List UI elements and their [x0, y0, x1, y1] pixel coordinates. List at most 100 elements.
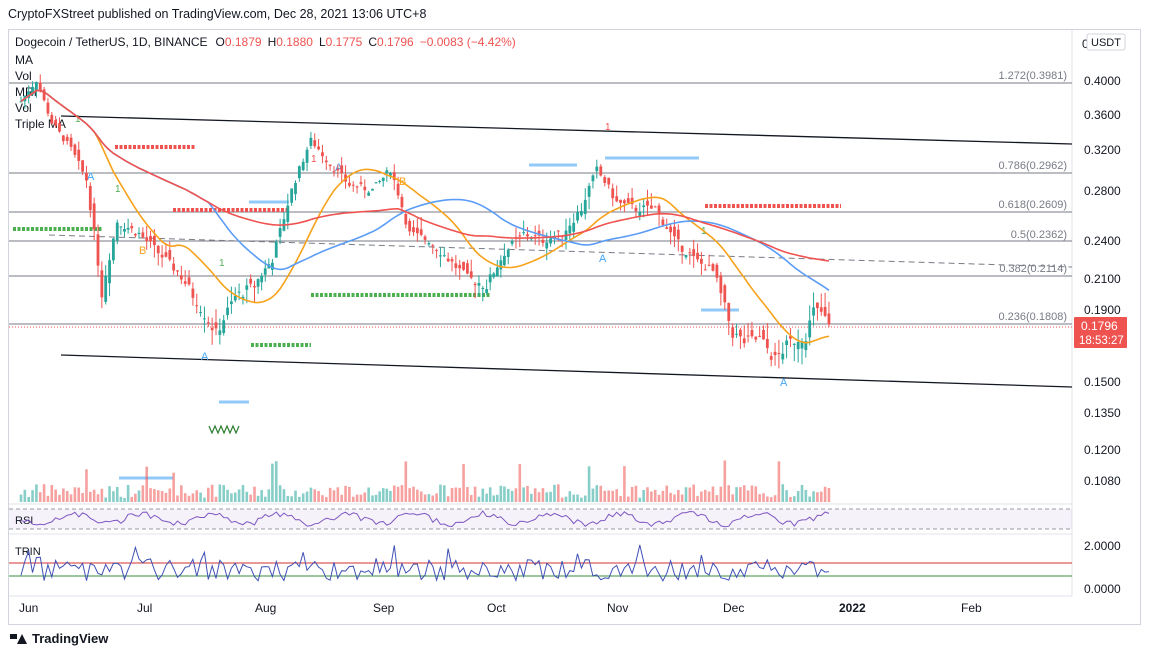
candle-body	[149, 236, 152, 242]
candle-body	[385, 170, 389, 173]
volume-bar	[290, 496, 293, 502]
volume-bar	[549, 491, 552, 502]
candle-body	[607, 177, 611, 185]
volume-bar	[816, 492, 819, 502]
candle-body	[603, 177, 607, 183]
candle-body	[305, 149, 309, 163]
candle-body	[263, 268, 267, 275]
volume-bar	[739, 487, 742, 502]
candle-body	[271, 262, 274, 270]
ma-mid-line	[20, 89, 830, 291]
candle-body	[172, 263, 176, 271]
candle-body	[363, 186, 367, 191]
volume-bar	[96, 494, 100, 502]
candle-body	[278, 228, 282, 237]
volume-bar	[696, 495, 699, 502]
volume-bar	[514, 488, 518, 502]
candle-body	[595, 166, 599, 172]
candle-body	[58, 123, 61, 132]
volume-bar	[827, 487, 831, 502]
volume-bar	[727, 485, 731, 502]
volume-bar	[762, 493, 765, 502]
volume-bar	[137, 490, 141, 502]
price-axis[interactable]: 0 0.4000 0.3600 0.3200 0.2800 0.2400 0.2…	[1082, 37, 1121, 596]
volume-bar	[541, 488, 545, 502]
currency-box[interactable]	[1086, 33, 1126, 51]
volume-bar	[233, 492, 237, 502]
volume-bar	[731, 494, 734, 502]
volume-bar	[673, 494, 676, 502]
signal-1-d: 1	[311, 154, 317, 165]
volume-bar	[715, 495, 719, 502]
legend-symbol-row: Dogecoin / TetherUS, 1D, BINANCE O0.1879 H…	[15, 35, 516, 49]
volume-bar	[241, 485, 245, 502]
volume-bar	[195, 490, 199, 502]
volume-bar	[653, 489, 657, 502]
rsi-line	[20, 510, 830, 528]
candle-body	[587, 185, 591, 197]
volume-bar	[141, 485, 145, 502]
candle-body	[634, 207, 638, 212]
chart-frame: 1.272(0.3981) 0.786(0.2962) 0.618(0.2609…	[8, 29, 1141, 625]
price-tick-0135: 0.1350	[1084, 406, 1121, 420]
candle-body	[458, 264, 462, 269]
green-zigzag-marker	[208, 424, 240, 435]
volume-bar	[793, 496, 796, 502]
tradingview-logo[interactable]: TradingView	[10, 631, 108, 646]
volume-bar	[396, 486, 400, 502]
candle-body	[526, 234, 529, 237]
candle-body	[669, 226, 672, 233]
volume-bar	[222, 485, 225, 502]
volume-bar	[69, 494, 73, 502]
time-tick-jul: Jul	[137, 601, 152, 615]
volume-bar	[85, 469, 88, 502]
candle-body	[630, 197, 634, 205]
candle-body	[374, 182, 378, 184]
price-tick-0120: 0.1200	[1084, 443, 1121, 457]
volume-bar	[812, 491, 815, 502]
volume-bar	[245, 491, 249, 502]
chart-canvas[interactable]: 1.272(0.3981) 0.786(0.2962) 0.618(0.2609…	[9, 30, 1140, 624]
candle-body	[583, 199, 587, 215]
volume-bar	[443, 485, 446, 502]
candle-body	[485, 289, 489, 293]
candle-body	[396, 183, 400, 196]
volume-bar	[742, 485, 746, 502]
legend-indicator-ma[interactable]: MA	[15, 53, 33, 67]
candle-body	[42, 89, 46, 101]
volume-bar	[477, 496, 481, 502]
candle-body	[731, 327, 735, 338]
legend-h: 0.1880	[276, 35, 313, 49]
volume-bar	[746, 490, 750, 502]
volume-bar	[305, 491, 309, 502]
legend-indicator-vol-2[interactable]: Vol	[15, 101, 32, 115]
candle-body	[392, 172, 396, 181]
volume-bar	[42, 484, 46, 502]
volume-bar	[58, 494, 61, 502]
candle-body	[230, 301, 233, 305]
volume-bar	[325, 497, 328, 502]
volume-bar	[754, 486, 758, 502]
candle-body	[719, 275, 723, 294]
candle-body	[750, 330, 754, 337]
volume-bar	[119, 496, 123, 502]
candle-body	[400, 196, 404, 208]
tradingview-icon	[10, 633, 27, 644]
volume-bar	[363, 492, 367, 502]
price-tick-0240: 0.2400	[1084, 234, 1121, 248]
time-axis[interactable]: Jun Jul Aug Sep Oct Nov Dec 2022 Feb	[19, 601, 982, 615]
volume-bar	[218, 484, 222, 502]
volume-bar	[533, 488, 537, 502]
volume-bar	[615, 489, 618, 502]
price-tick-0280: 0.2800	[1084, 184, 1121, 198]
candle-body	[371, 188, 374, 191]
candle-body	[754, 336, 758, 340]
candle-body	[549, 238, 552, 244]
legend-indicator-vol[interactable]: Vol	[15, 69, 32, 83]
candle-body	[777, 353, 781, 355]
countdown: 18:53:27	[1079, 335, 1124, 347]
volume-bar	[207, 487, 210, 502]
volume-bar	[750, 485, 754, 502]
candle-body	[164, 252, 168, 257]
candle-body	[676, 229, 680, 240]
